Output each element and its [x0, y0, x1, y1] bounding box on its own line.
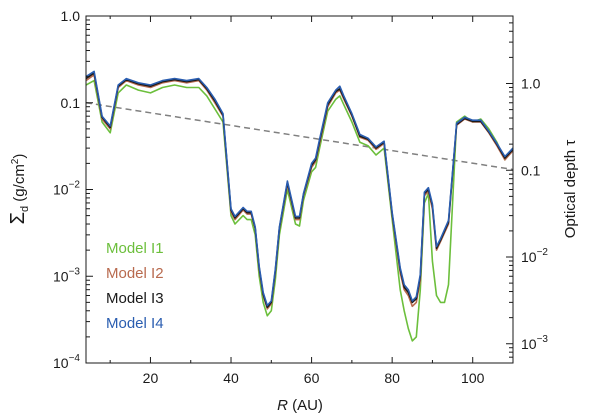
legend: Model I1 Model I2 Model I3 Model I4 — [106, 240, 164, 332]
y-axis-title-right: Optical depth τ — [562, 140, 579, 239]
y-left-tick-label: 10−3 — [53, 266, 80, 284]
plot-frame — [85, 15, 514, 364]
reference-dashed-line — [86, 102, 513, 171]
y-axis-title-left: Σd (g/cm2) — [7, 154, 31, 225]
y-left-tick-label: 1.0 — [61, 8, 81, 24]
x-tick-label: 80 — [384, 370, 400, 386]
y-right-tick-label: 0.1 — [521, 162, 541, 178]
y-right-tick-label: 1.0 — [521, 76, 541, 92]
legend-item-model-i3: Model I3 — [106, 290, 164, 307]
y-right-tick-label: 10−3 — [521, 334, 548, 352]
y-left-tick-label: 10−4 — [53, 353, 80, 371]
legend-item-model-i2: Model I2 — [106, 265, 164, 282]
legend-item-model-i4: Model I4 — [106, 315, 164, 332]
x-tick-label: 40 — [223, 370, 239, 386]
x-tick-label: 20 — [143, 370, 159, 386]
y-right-tick-label: 10−2 — [521, 247, 548, 265]
y-left-tick-label: 10−2 — [53, 180, 80, 198]
x-axis-title: R (AU) — [277, 397, 323, 414]
y-left-tick-label: 0.1 — [61, 95, 81, 111]
x-tick-label: 60 — [304, 370, 320, 386]
plot-area — [86, 70, 513, 342]
legend-item-model-i1: Model I1 — [106, 240, 164, 257]
x-tick-label: 100 — [461, 370, 485, 386]
series-line-model-i1 — [86, 79, 513, 342]
axes: 20 40 60 80 100 1.0 0.1 10−2 10−3 10−4 1.0 0.1 10−2 1… — [53, 8, 548, 386]
series-line-model-i4 — [86, 70, 513, 307]
